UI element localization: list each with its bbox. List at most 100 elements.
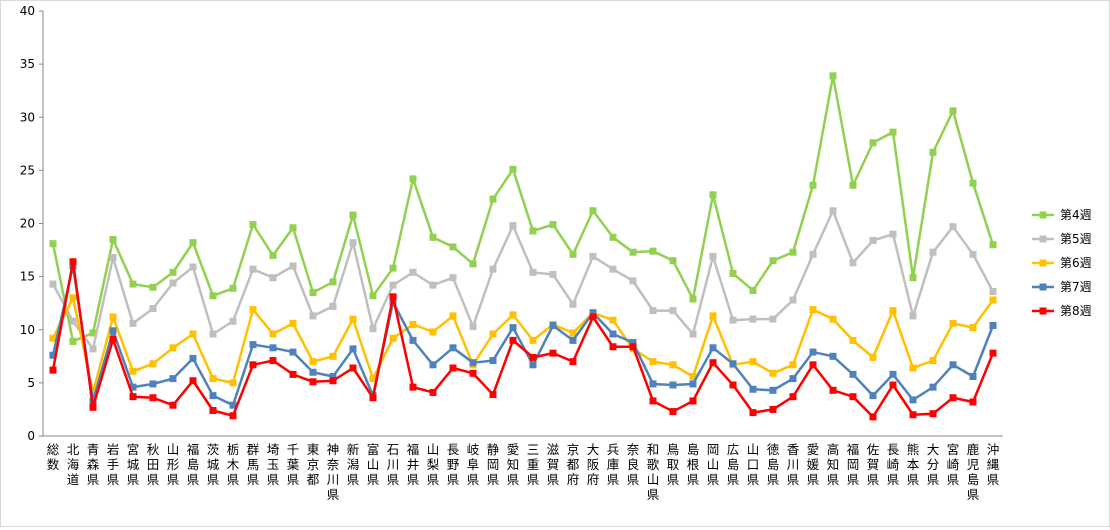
data-point [709,191,717,199]
data-point [909,396,917,404]
data-point [429,388,437,396]
y-tick-label: 20 [20,217,35,231]
data-point [469,369,477,377]
data-point [149,283,157,291]
data-point [689,330,697,338]
data-point [569,358,577,366]
y-axis-ticks: 0 5 10 15 20 25 30 35 40 [20,4,43,443]
x-tick-label: 茨城県 [207,442,220,487]
data-point [909,364,917,372]
data-point [689,380,697,388]
data-point [149,394,157,402]
data-point [969,324,977,332]
data-point [989,288,997,295]
data-point [869,413,877,421]
data-point [69,317,77,325]
data-point [589,252,597,260]
data-point [349,345,357,353]
x-tick-label: 沖縄県 [987,442,1000,487]
x-tick-label: 福島県 [187,442,200,487]
data-point [649,247,657,255]
data-point [169,375,177,383]
data-point [229,317,237,325]
series-group [49,72,997,421]
data-point [749,315,757,323]
data-point [909,312,917,320]
y-tick-label: 30 [20,110,35,124]
data-point [529,361,537,369]
data-point [249,221,257,229]
x-tick-label: 島根県 [687,442,700,487]
legend-label: 第7週 [1060,280,1092,294]
data-point [609,316,617,324]
data-point [69,337,77,345]
data-point [309,378,317,386]
x-tick-label: 和歌山県 [647,442,660,502]
series-line [51,74,995,343]
data-point [669,381,677,389]
x-tick-label: 兵庫県 [607,442,620,487]
data-point [269,274,277,282]
data-point [249,341,257,349]
data-point [409,336,417,344]
data-point [309,312,317,320]
data-point [169,279,177,287]
data-point [569,336,577,344]
data-point [289,319,297,327]
legend-label: 第6週 [1060,256,1092,270]
data-point [949,394,957,402]
data-point [529,268,537,276]
data-point [949,223,957,231]
data-point [509,222,517,230]
legend-swatch-marker [1039,307,1047,315]
data-point [929,410,937,418]
data-point [109,235,117,243]
data-point [569,329,577,337]
data-point [149,380,157,388]
data-point [829,72,837,80]
x-tick-label: 大阪府 [587,442,600,487]
data-point [229,379,237,387]
x-tick-label: 栃木県 [227,442,240,487]
data-point [789,375,797,383]
y-tick-label: 0 [27,429,35,443]
data-point [629,343,637,351]
data-point [629,248,637,256]
data-point [489,330,497,338]
x-tick-label: 岐阜県 [467,442,480,487]
data-point [369,394,377,402]
data-point [329,302,337,310]
data-point [549,271,557,278]
data-point [169,344,177,352]
x-tick-label: 広島県 [727,442,740,487]
data-point [489,265,497,273]
data-point [169,268,177,276]
data-point [789,393,797,401]
data-point [209,330,217,338]
data-point [909,411,917,419]
x-tick-label: 愛媛県 [807,442,820,487]
legend-swatch-marker [1039,283,1047,291]
x-tick-label: 熊本県 [907,442,920,487]
data-point [989,322,997,329]
data-point [429,281,437,289]
data-point [969,398,977,406]
x-tick-label: 宮城県 [127,442,140,487]
data-point [129,367,137,375]
data-point [569,250,577,258]
data-point [829,352,837,360]
data-point [649,307,657,315]
data-point [389,293,397,301]
data-point [909,274,917,282]
data-point [449,274,457,282]
y-tick-label: 25 [20,163,35,177]
data-point [689,373,697,380]
data-point [589,313,597,321]
data-point [49,366,57,374]
data-point [889,381,897,389]
data-point [649,380,657,388]
data-point [189,354,197,362]
data-point [489,391,497,399]
data-point [749,385,757,393]
